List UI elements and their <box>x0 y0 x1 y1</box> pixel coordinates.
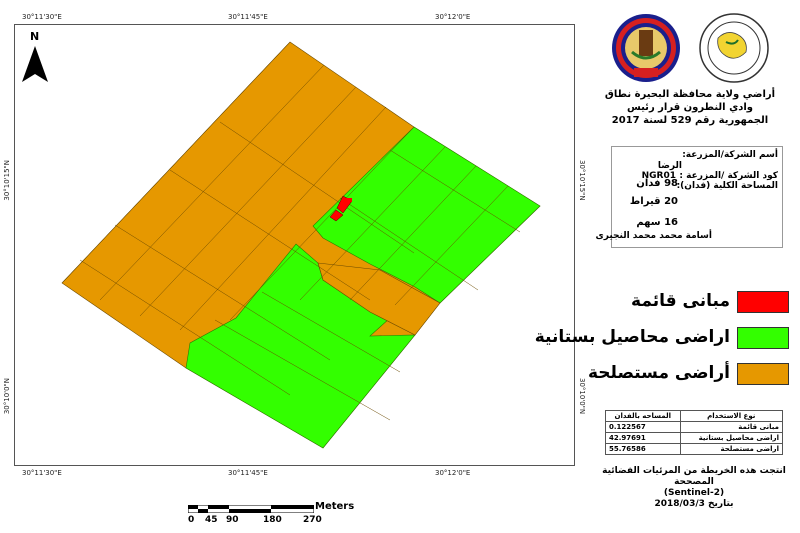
legend-label-buildings: مبانى قائمة <box>631 291 730 311</box>
source-line-3: بتاريخ 2018/03/3 <box>654 499 734 509</box>
owner-name: أسامة محمد محمد النجيرى <box>595 231 712 241</box>
coord-top-1: 30°11'30"E <box>22 13 62 21</box>
scale-bar <box>188 505 314 513</box>
buildings <box>329 195 353 222</box>
parcel-grid <box>61 41 521 421</box>
coord-top-2: 30°11'45"E <box>228 13 268 21</box>
farm-info-box: أسم الشركة/المزرعة: الرضا كود الشركة /ال… <box>596 146 783 248</box>
coord-right-2: 30°10'0"N <box>578 378 586 415</box>
area-label: المساحة الكلية (فدان): <box>676 181 778 191</box>
legend-swatch-orchard <box>737 327 789 349</box>
scale-tick-45: 45 <box>205 515 218 525</box>
scale-tick-180: 180 <box>263 515 282 525</box>
legend-swatch-reclaimed <box>737 363 789 385</box>
scale-tick-0: 0 <box>188 515 195 525</box>
table-row: مبانى قائمة 0.122567 <box>605 421 784 433</box>
coord-left-2: 30°10'0"N <box>3 378 11 415</box>
table-row: اراضى مستصلحة 55.76586 <box>605 443 784 455</box>
code-value: NGR01 <box>641 171 676 181</box>
north-arrow-icon <box>22 46 48 82</box>
title-line-2: وادي النطرون قرار رئيس <box>626 102 754 113</box>
land-use-table: نوع الاستخدام المساحه بالفدان مبانى قائم… <box>605 410 784 455</box>
north-label: N <box>30 30 40 43</box>
legend-swatch-buildings <box>737 291 789 313</box>
table-cell-use: اراضى محاصيل بستانية <box>679 432 784 444</box>
coord-left-1: 30°10'15"N <box>3 160 11 201</box>
company-value: الرضا <box>657 161 682 171</box>
table-header-area: المساحه بالفدان <box>605 410 681 422</box>
source-line-1: انتجت هذه الخريطة من المرئيات الفضائية ا… <box>602 466 786 487</box>
area-sahm: 16 سهم <box>636 217 678 228</box>
table-row: اراضى محاصيل بستانية 42.97691 <box>605 432 784 444</box>
area-feddan: 98 فدان <box>636 178 678 189</box>
table-cell-area: 0.122567 <box>605 421 681 433</box>
table-cell-use: مبانى قائمة <box>679 421 784 433</box>
coord-top-3: 30°12'0"E <box>435 13 471 21</box>
narss-logo-icon <box>699 13 769 83</box>
map-title: أراضي ولاية محافظة البحيرة نطاق وادي الن… <box>600 88 780 127</box>
scale-unit: Meters <box>315 501 355 512</box>
table-header-row: نوع الاستخدام المساحه بالفدان <box>605 410 784 422</box>
title-line-3: الجمهورية رقم 529 لسنة 2017 <box>611 115 769 126</box>
logos <box>612 13 769 83</box>
coord-bottom-1: 30°11'30"E <box>22 469 62 477</box>
company-label: أسم الشركة/المزرعة: <box>682 150 778 160</box>
area-qirat: 20 قيراط <box>629 196 678 207</box>
scale-tick-270: 270 <box>303 515 322 525</box>
code-label: كود الشركة /المزرعة : <box>679 171 778 181</box>
scale-tick-90: 90 <box>226 515 239 525</box>
table-cell-use: اراضى مستصلحة <box>679 443 784 455</box>
legend-label-orchard: اراضى محاصيل بستانية <box>534 327 730 347</box>
table-header-use: نوع الاستخدام <box>679 410 784 422</box>
coord-bottom-2: 30°11'45"E <box>228 469 268 477</box>
parcel-reclaimed-mid <box>317 262 441 336</box>
parcel-orchard-ne <box>312 126 541 304</box>
source-note: انتجت هذه الخريطة من المرئيات الفضائية ا… <box>596 466 792 510</box>
source-line-2: (Sentinel-2) <box>663 488 725 498</box>
legend-label-reclaimed: أراضى مستصلحة <box>587 363 730 383</box>
governorate-logo-icon <box>612 14 680 82</box>
table-cell-area: 42.97691 <box>605 432 681 444</box>
coord-bottom-3: 30°12'0"E <box>435 469 471 477</box>
table-cell-area: 55.76586 <box>605 443 681 455</box>
coord-right-1: 30°10'15"N <box>578 160 586 201</box>
title-line-1: أراضي ولاية محافظة البحيرة نطاق <box>604 89 776 100</box>
